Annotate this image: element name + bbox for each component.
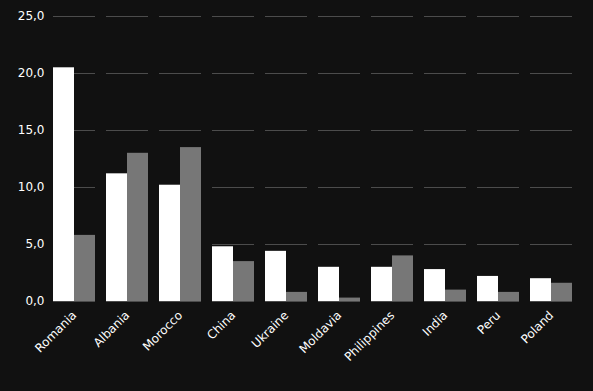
svg-text:25,0: 25,0 <box>18 9 45 23</box>
svg-text:Peru: Peru <box>475 308 504 337</box>
svg-text:Ukraine: Ukraine <box>249 308 292 351</box>
svg-text:Morocco: Morocco <box>140 308 185 353</box>
svg-text:Poland: Poland <box>518 308 556 346</box>
svg-text:India: India <box>420 308 451 339</box>
svg-text:15,0: 15,0 <box>18 123 45 137</box>
svg-text:Romania: Romania <box>32 308 79 355</box>
svg-text:10,0: 10,0 <box>18 180 45 194</box>
svg-text:5,0: 5,0 <box>25 237 44 251</box>
svg-text:Albania: Albania <box>91 308 133 350</box>
svg-text:Philippines: Philippines <box>342 308 398 364</box>
svg-text:20,0: 20,0 <box>18 66 45 80</box>
svg-text:0,0: 0,0 <box>25 294 44 308</box>
svg-text:China: China <box>204 308 238 342</box>
svg-text:Moldavia: Moldavia <box>296 308 344 356</box>
